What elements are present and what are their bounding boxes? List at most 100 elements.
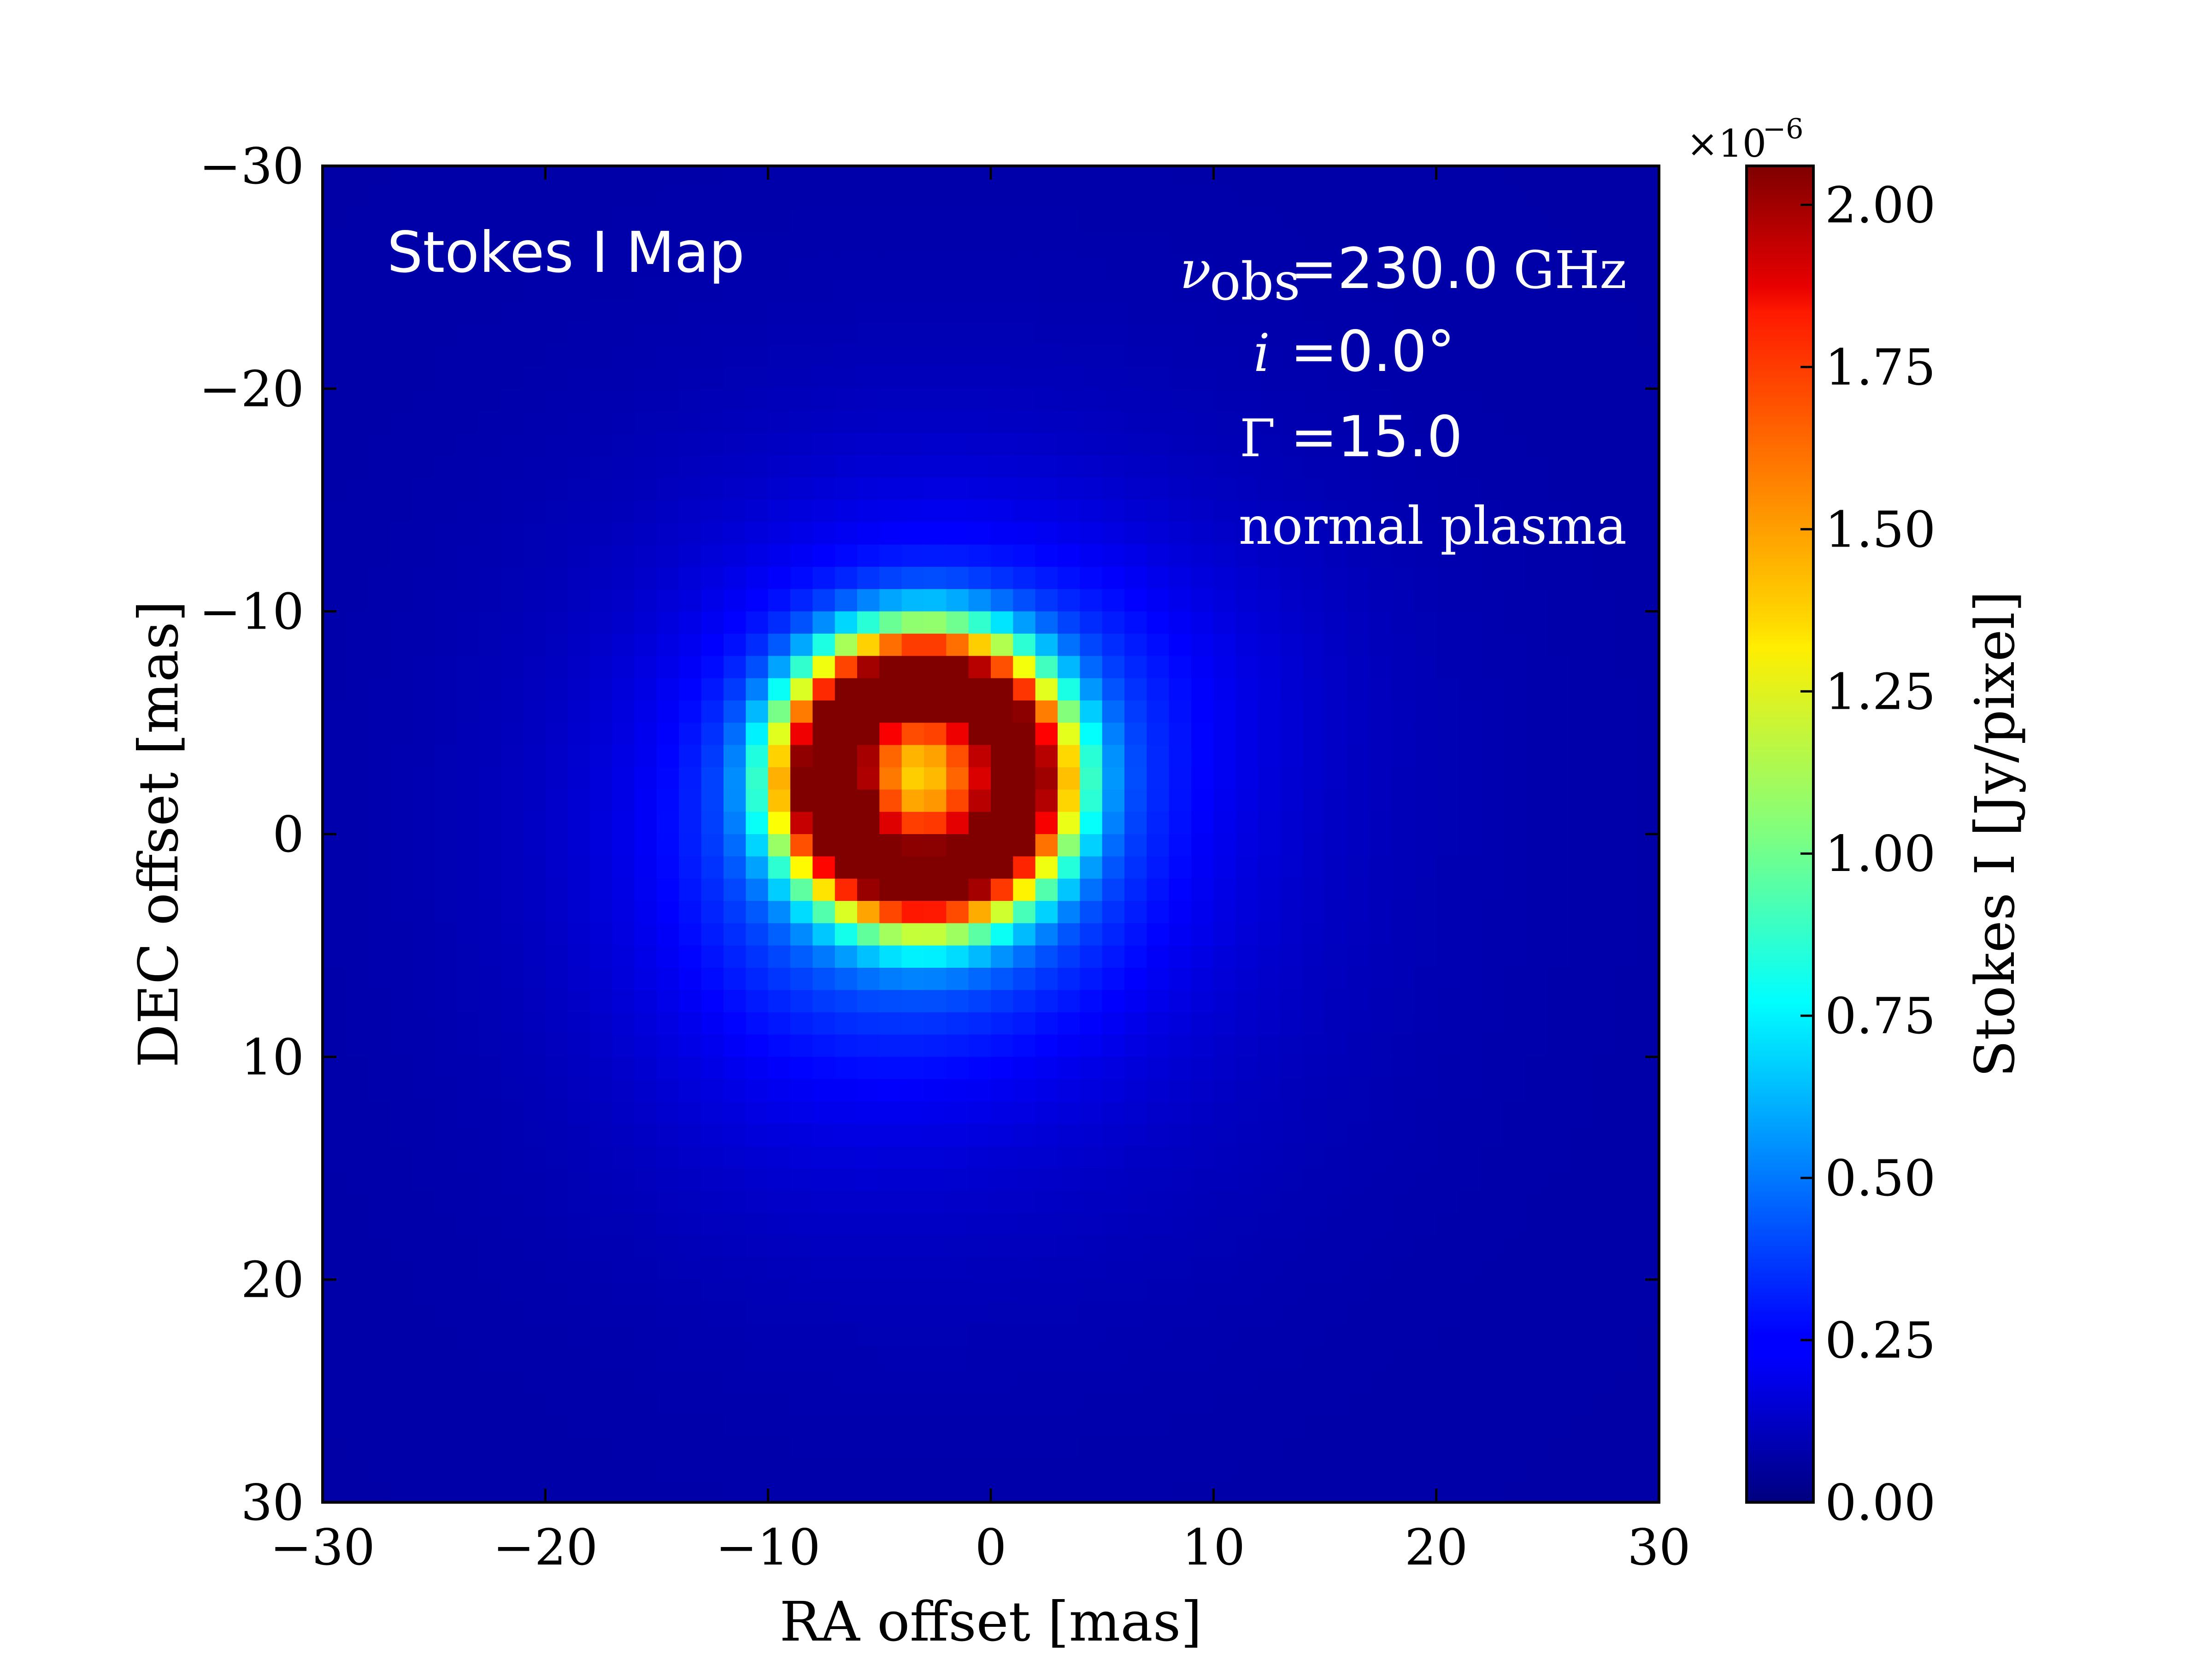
heatmap-cell (523, 433, 546, 456)
heatmap-cell (345, 656, 368, 679)
heatmap-cell (1124, 388, 1147, 412)
heatmap-cell (946, 656, 969, 679)
heatmap-cell (924, 656, 947, 679)
heatmap-cell (879, 567, 902, 590)
heatmap-cell (857, 878, 880, 901)
heatmap-cell (1258, 255, 1281, 278)
heatmap-cell (657, 233, 680, 256)
heatmap-cell (1213, 901, 1236, 924)
heatmap-cell (1013, 322, 1036, 345)
heatmap-cell (1280, 1212, 1303, 1235)
heatmap-cell (1503, 500, 1526, 523)
heatmap-cell (946, 812, 969, 835)
heatmap-cell (1570, 300, 1593, 323)
heatmap-cell (1280, 1279, 1303, 1302)
heatmap-cell (790, 990, 813, 1013)
heatmap-cell (1235, 678, 1259, 701)
heatmap-cell (345, 1079, 368, 1102)
heatmap-cell (567, 723, 590, 746)
heatmap-cell (1302, 1212, 1325, 1235)
heatmap-cell (634, 188, 657, 211)
x-axis-label: RA offset [mas] (780, 1590, 1202, 1653)
heatmap-cell (345, 1212, 368, 1235)
heatmap-cell (1392, 789, 1415, 812)
heatmap-cell (567, 990, 590, 1013)
heatmap-cell (991, 188, 1014, 211)
heatmap-cell (835, 1458, 858, 1481)
heatmap-cell (1347, 1012, 1370, 1035)
heatmap-cell (1481, 344, 1504, 367)
heatmap-cell (924, 611, 947, 634)
heatmap-cell (545, 1257, 568, 1280)
heatmap-cell (1035, 567, 1058, 590)
heatmap-cell (456, 834, 479, 857)
heatmap-cell (1436, 1057, 1459, 1080)
heatmap-cell (1503, 166, 1526, 189)
heatmap-cell (612, 589, 635, 612)
heatmap-cell (323, 1235, 346, 1258)
heatmap-cell (1592, 1124, 1615, 1147)
heatmap-cell (1636, 789, 1659, 812)
heatmap-cell (1124, 1257, 1147, 1280)
heatmap-cell (835, 567, 858, 590)
heatmap-cell (1102, 678, 1125, 701)
heatmap-cell (1235, 1413, 1259, 1436)
heatmap-cell (790, 1079, 813, 1102)
heatmap-cell (1570, 411, 1593, 434)
heatmap-cell (1124, 990, 1147, 1013)
heatmap-cell (500, 1057, 524, 1080)
heatmap-cell (500, 1124, 524, 1147)
heatmap-cell (1102, 188, 1125, 211)
heatmap-cell (1347, 1302, 1370, 1325)
heatmap-cell (389, 210, 412, 233)
heatmap-cell (567, 166, 590, 189)
heatmap-cell (323, 255, 346, 278)
heatmap-cell (367, 1435, 390, 1459)
heatmap-cell (1169, 789, 1192, 812)
heatmap-cell (456, 611, 479, 634)
heatmap-cell (812, 1101, 835, 1124)
heatmap-cell (701, 923, 724, 946)
heatmap-cell (1102, 500, 1125, 523)
heatmap-cell (1459, 656, 1482, 679)
heatmap-cell (634, 1212, 657, 1235)
heatmap-cell (1369, 812, 1392, 835)
heatmap-cell (968, 611, 991, 634)
heatmap-cell (1080, 544, 1103, 567)
heatmap-cell (1392, 678, 1415, 701)
heatmap-cell (1347, 233, 1370, 256)
heatmap-cell (1147, 1124, 1170, 1147)
heatmap-cell (946, 544, 969, 567)
heatmap-cell (1258, 990, 1281, 1013)
heatmap-cell (612, 567, 635, 590)
heatmap-cell (835, 1190, 858, 1213)
heatmap-cell (724, 1346, 747, 1369)
heatmap-cell (1547, 1012, 1571, 1035)
heatmap-cell (679, 856, 702, 879)
heatmap-cell (1347, 210, 1370, 233)
heatmap-cell (389, 1124, 412, 1147)
heatmap-cell (812, 611, 835, 634)
heatmap-cell (1392, 1413, 1415, 1436)
heatmap-cell (946, 878, 969, 901)
heatmap-cell (590, 1168, 613, 1191)
heatmap-cell (1102, 634, 1125, 657)
heatmap-cell (857, 1212, 880, 1235)
heatmap-cell (835, 1146, 858, 1169)
heatmap-cell (1525, 878, 1548, 901)
heatmap-cell (1481, 1279, 1504, 1302)
heatmap-cell (701, 210, 724, 233)
heatmap-cell (991, 878, 1014, 901)
heatmap-cell (1525, 634, 1548, 657)
heatmap-cell (323, 1458, 346, 1481)
heatmap-cell (946, 233, 969, 256)
heatmap-cell (590, 1458, 613, 1481)
heatmap-cell (768, 856, 791, 879)
heatmap-cell (701, 968, 724, 991)
heatmap-cell (1325, 544, 1348, 567)
heatmap-cell (1436, 277, 1459, 300)
heatmap-cell (1636, 678, 1659, 701)
heatmap-cell (567, 812, 590, 835)
heatmap-cell (545, 210, 568, 233)
heatmap-cell (1147, 1035, 1170, 1058)
